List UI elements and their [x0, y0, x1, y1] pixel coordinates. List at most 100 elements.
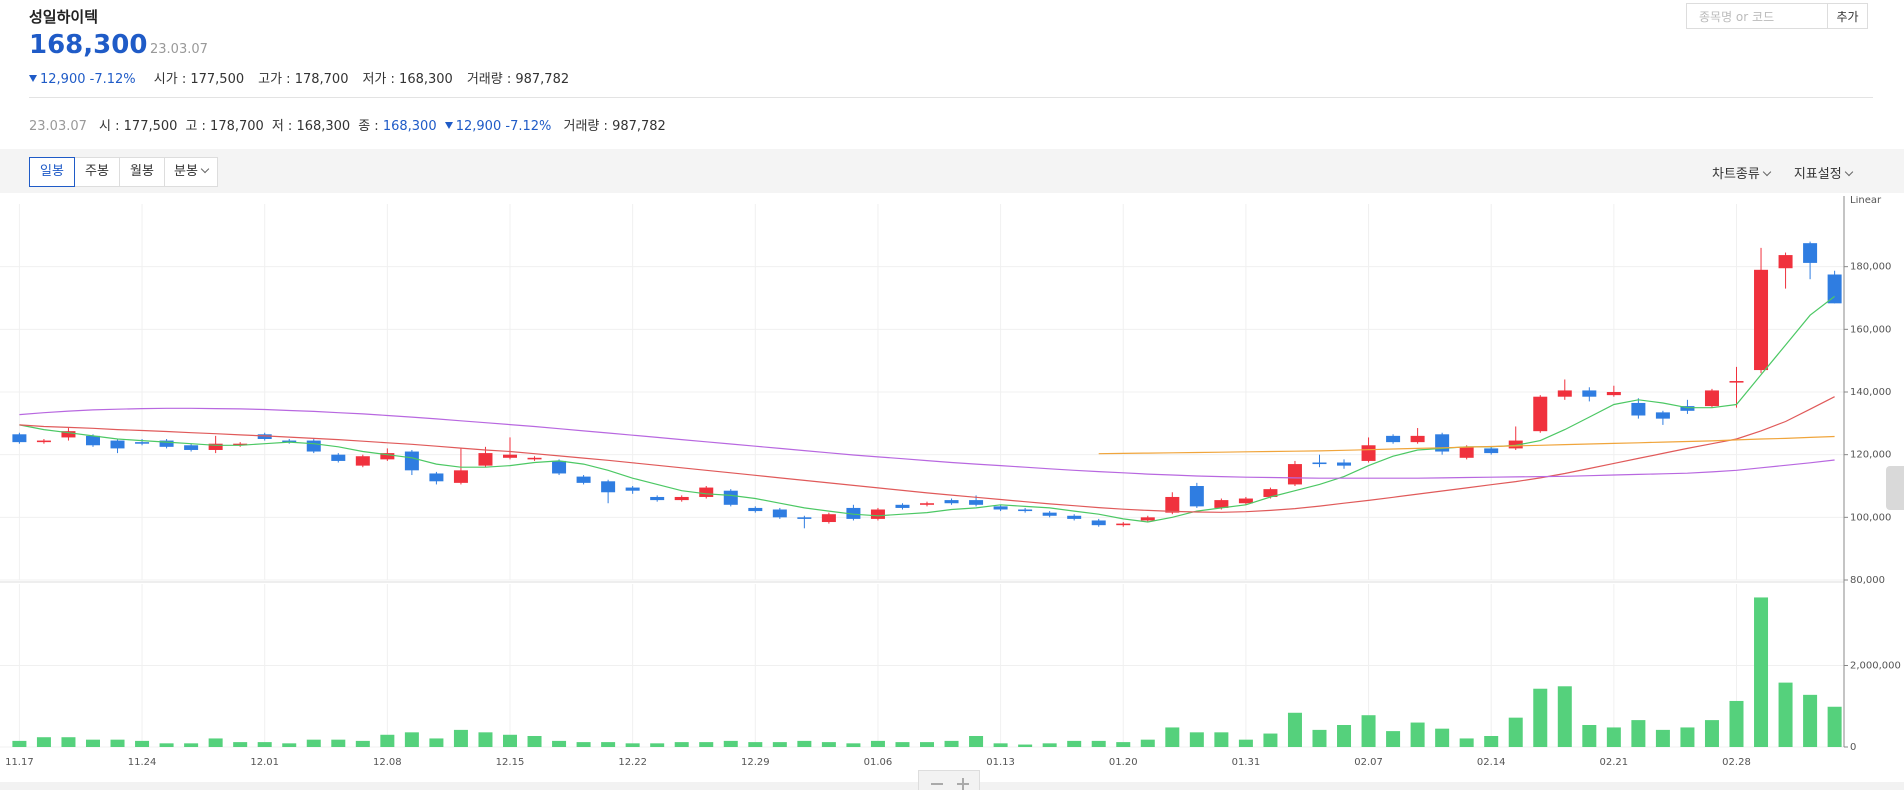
candle-body [846, 507, 861, 519]
add-button[interactable]: 추가 [1827, 3, 1868, 29]
x-tick-label: 12.15 [496, 757, 525, 768]
volume-bar [208, 738, 223, 747]
candle-body [1042, 512, 1057, 516]
volume-bar [1533, 688, 1548, 747]
stat-label: 저가 : [362, 72, 395, 87]
side-toggle[interactable] [1886, 466, 1904, 510]
volume-bar [1655, 729, 1670, 747]
candle-body [944, 500, 959, 504]
stat-label: 고가 : [258, 72, 291, 87]
zoom-control[interactable] [918, 770, 980, 790]
candle-body [723, 490, 738, 505]
volume-bar [1018, 744, 1033, 747]
candle-body [1214, 500, 1229, 508]
menu[interactable]: 차트종류 [1712, 167, 1772, 182]
volume-bar [1754, 597, 1769, 747]
candle-body [1140, 517, 1155, 521]
candle-body [12, 434, 27, 443]
candle-body [1189, 486, 1204, 507]
candle-body [1827, 274, 1842, 304]
volume-bar [944, 740, 959, 747]
info-label: 시 : [99, 119, 120, 134]
volume-bar [1680, 727, 1695, 747]
volume-bar [478, 732, 493, 747]
candle-body [1631, 402, 1646, 416]
candle-body [1484, 448, 1499, 454]
candle-body [895, 504, 910, 508]
stat: 고가 : 178,700 [258, 72, 348, 87]
scale-label: Linear [1850, 196, 1882, 206]
volume-bar [821, 742, 836, 747]
zoom-out[interactable] [931, 783, 943, 785]
volume-bar [453, 729, 468, 747]
volume-bar [380, 734, 395, 747]
candle-body [184, 445, 199, 450]
volume-bar [1410, 722, 1425, 747]
stat-label: 시가 : [153, 72, 187, 87]
info-item: 저 : 168,300 [272, 119, 350, 134]
tab[interactable]: 월봉 [119, 157, 165, 187]
candle-body [1729, 381, 1744, 383]
tab[interactable]: 일봉 [29, 157, 75, 187]
chevron [1762, 167, 1772, 177]
x-tick-label: 01.13 [986, 757, 1015, 768]
info-item: 시 : 177,500 [99, 119, 177, 134]
stat: 거래량 : 987,782 [467, 72, 569, 87]
menu[interactable]: 지표설정 [1794, 167, 1853, 182]
info-label: 저 : [271, 119, 293, 134]
candle-body [380, 453, 395, 460]
volume-bar [1557, 686, 1572, 747]
info-change: 12,900 -7.12% [444, 119, 551, 134]
candle-body [527, 457, 542, 460]
volume-bar [601, 742, 616, 747]
x-tick-label: 11.17 [5, 757, 34, 768]
tab[interactable]: 분봉 [164, 157, 218, 187]
candle-body [1287, 464, 1302, 485]
search-input[interactable]: 종목명 or 코드 [1686, 3, 1828, 29]
candle-body [233, 443, 248, 446]
y-tick-label: 180,000 [1850, 262, 1891, 273]
candle-body [552, 460, 567, 474]
info-value: 177,500 [123, 119, 178, 134]
y-tick-label: 140,000 [1850, 387, 1891, 398]
volume-bar [1631, 720, 1646, 747]
volume-bar [1484, 735, 1499, 747]
stat-value: 178,700 [294, 72, 349, 87]
menu-label: 차트종류 [1712, 167, 1760, 182]
volume-bar [1312, 729, 1327, 747]
change: 12,900 -7.12% [29, 72, 136, 87]
stats: 시가 : 177,500 고가 : 178,700 저가 : 168,300 거래량 … [140, 72, 569, 87]
candle-body [1312, 462, 1327, 465]
info-value: 168,300 [296, 119, 351, 134]
volume-bar [1067, 740, 1082, 747]
volume-bar [404, 732, 419, 747]
candle-body [969, 500, 984, 505]
y-tick-label: 80,000 [1850, 575, 1885, 586]
volume-bar [61, 737, 76, 747]
tab[interactable]: 주봉 [74, 157, 120, 187]
volume-bar [1287, 712, 1302, 747]
candle-body [1337, 462, 1352, 466]
candle-body [1582, 390, 1597, 397]
volume-bar [1042, 743, 1057, 747]
info-label: 종 : [358, 119, 379, 134]
volume-bar [625, 743, 640, 747]
date: 23.03.07 [150, 42, 208, 57]
x-tick-label: 12.01 [250, 757, 279, 768]
candle-body [1803, 243, 1818, 263]
candle-body [135, 442, 150, 444]
y-tick-label: 2,000,000 [1850, 661, 1901, 672]
candle-body [355, 456, 370, 466]
candle-body [159, 440, 174, 447]
x-tick-label: 02.21 [1600, 757, 1629, 768]
volume-bar [674, 742, 689, 747]
y-tick-label: 160,000 [1850, 324, 1891, 335]
candle-body [1116, 523, 1131, 526]
info-item: 종 : 168,300 [358, 119, 436, 134]
info-label: 고 : [185, 119, 206, 134]
stat: 저가 : 168,300 [362, 72, 452, 87]
volume-bar [576, 742, 591, 747]
x-tick-label: 01.31 [1232, 757, 1261, 768]
candle-body [1778, 255, 1793, 269]
